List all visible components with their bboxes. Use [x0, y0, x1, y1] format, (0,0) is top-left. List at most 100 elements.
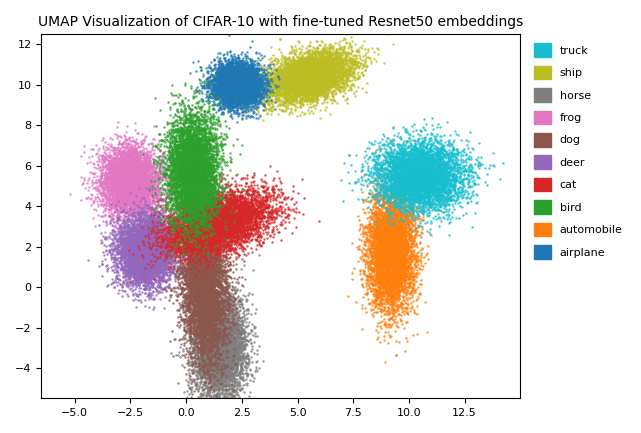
- Point: [189, 222, 199, 229]
- Point: [218, 378, 228, 385]
- Point: [283, 86, 293, 93]
- Point: [119, 268, 129, 275]
- Point: [399, 192, 409, 199]
- Point: [413, 215, 423, 222]
- Point: [216, 221, 226, 228]
- Point: [308, 71, 319, 78]
- Point: [144, 265, 154, 271]
- Point: [235, 82, 246, 89]
- Point: [205, 196, 215, 203]
- Point: [130, 277, 140, 284]
- Point: [123, 250, 133, 257]
- Point: [400, 255, 410, 262]
- Point: [427, 168, 437, 175]
- Point: [271, 66, 281, 73]
- Point: [208, 375, 219, 381]
- Point: [141, 246, 151, 253]
- Point: [106, 185, 116, 192]
- Point: [183, 275, 194, 282]
- Point: [398, 177, 408, 184]
- Point: [235, 81, 245, 87]
- Point: [218, 303, 228, 310]
- Point: [226, 362, 236, 369]
- Point: [197, 302, 208, 309]
- Point: [237, 83, 247, 90]
- Point: [224, 215, 234, 222]
- Point: [154, 181, 164, 188]
- Point: [371, 214, 381, 221]
- Point: [399, 250, 410, 257]
- Point: [389, 284, 399, 291]
- Point: [239, 62, 249, 69]
- Point: [390, 218, 400, 225]
- Point: [197, 301, 208, 308]
- Point: [308, 60, 319, 67]
- Point: [422, 160, 433, 167]
- Point: [429, 185, 439, 192]
- Point: [238, 210, 249, 216]
- Point: [192, 209, 202, 216]
- Point: [387, 224, 397, 231]
- Point: [170, 167, 180, 174]
- Point: [113, 198, 123, 205]
- Point: [175, 264, 185, 271]
- Point: [183, 190, 193, 197]
- Point: [310, 62, 320, 69]
- Point: [437, 180, 447, 187]
- Point: [246, 199, 256, 206]
- Point: [213, 95, 224, 102]
- Point: [262, 213, 272, 220]
- Point: [119, 263, 129, 270]
- Point: [292, 52, 303, 59]
- Point: [378, 232, 388, 239]
- Point: [399, 157, 409, 164]
- Point: [201, 262, 211, 269]
- Point: [205, 345, 215, 352]
- Point: [228, 71, 238, 78]
- Point: [222, 94, 232, 101]
- Point: [229, 343, 239, 350]
- Point: [204, 204, 215, 211]
- Point: [237, 93, 247, 100]
- Point: [438, 142, 449, 149]
- Point: [158, 257, 168, 264]
- Point: [169, 236, 179, 243]
- Point: [203, 224, 213, 231]
- Point: [306, 85, 317, 92]
- Point: [395, 241, 406, 248]
- Point: [209, 192, 219, 199]
- Point: [288, 74, 298, 81]
- Point: [235, 208, 246, 215]
- Point: [234, 84, 244, 91]
- Point: [158, 244, 168, 251]
- Point: [170, 190, 180, 197]
- Point: [202, 338, 212, 345]
- Point: [292, 67, 303, 74]
- Point: [131, 278, 142, 285]
- Point: [198, 199, 208, 206]
- Point: [372, 273, 382, 280]
- Point: [202, 68, 212, 75]
- Point: [297, 65, 307, 72]
- Point: [427, 159, 437, 166]
- Point: [252, 81, 262, 88]
- Point: [394, 258, 404, 265]
- Point: [242, 71, 253, 78]
- Point: [438, 182, 448, 189]
- Point: [149, 255, 159, 262]
- Point: [183, 177, 194, 184]
- Point: [385, 207, 395, 213]
- Point: [100, 161, 110, 168]
- Point: [214, 226, 224, 233]
- Point: [417, 165, 428, 171]
- Point: [322, 70, 332, 77]
- Point: [103, 179, 113, 186]
- Point: [214, 155, 224, 162]
- Point: [231, 304, 242, 311]
- Point: [385, 333, 395, 339]
- Point: [107, 168, 117, 174]
- Point: [216, 348, 226, 355]
- Point: [136, 298, 146, 305]
- Point: [194, 194, 204, 201]
- Point: [175, 153, 185, 160]
